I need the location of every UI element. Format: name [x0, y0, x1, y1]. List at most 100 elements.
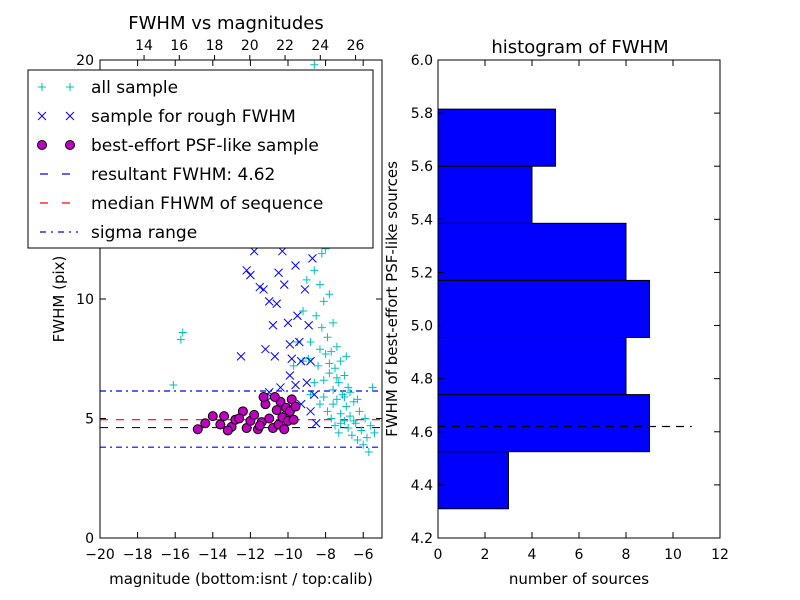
- scatter-point-0-81: [353, 395, 362, 404]
- scatter-top-tick-label: 26: [347, 38, 365, 54]
- scatter-point-0-39: [336, 409, 345, 418]
- scatter-point-2-26: [290, 401, 301, 412]
- legend-entry-5: sigma range: [40, 223, 197, 243]
- scatter-point-0-42: [340, 371, 349, 380]
- scatter-point-0-74: [329, 400, 338, 409]
- scatter-point-1-18: [296, 356, 306, 366]
- scatter-point-1-23: [304, 320, 314, 330]
- histogram-title: histogram of FWHM: [491, 37, 668, 58]
- histogram-y-label: FWHM of best-effort PSF-like sources: [383, 161, 401, 437]
- scatter-point-0-20: [319, 376, 328, 385]
- scatter-x-tick-label: −14: [198, 547, 228, 563]
- scatter-point-0-25: [323, 333, 332, 342]
- scatter-point-0-69: [306, 338, 315, 347]
- scatter-point-0-55: [362, 433, 371, 442]
- scatter-point-2-31: [254, 420, 265, 431]
- histogram-x-tick-label: 8: [622, 547, 631, 563]
- scatter-point-1-35: [236, 352, 246, 361]
- legend-label: sigma range: [91, 223, 197, 243]
- scatter-x-label: magnitude (bottom:isnt / top:calib): [109, 570, 373, 588]
- legend-entries: all sample sample for rough FWHM best-effo…: [37, 78, 323, 243]
- scatter-point-1-17: [294, 337, 304, 347]
- scatter-point-1-28: [311, 418, 321, 428]
- scatter-top-tick-label: 20: [241, 38, 259, 54]
- scatter-point-0-72: [319, 392, 328, 401]
- scatter-point-0-52: [357, 426, 366, 435]
- scatter-point-2-0: [192, 424, 203, 435]
- scatter-x-tick-label: −12: [236, 547, 266, 563]
- scatter-title: FWHM vs magnitudes: [128, 13, 323, 34]
- scatter-point-2-20: [279, 424, 290, 435]
- scatter-top-tick-label: 22: [276, 38, 294, 54]
- scatter-top-tick-label: 24: [311, 38, 329, 54]
- scatter-point-1-26: [308, 254, 317, 263]
- scatter-x-tick-label: −6: [353, 547, 374, 563]
- scatter-point-0-47: [347, 431, 356, 440]
- scatter-x-ticks: −20 −18 −16 −14 −12 −10 −8 −6: [85, 60, 374, 563]
- legend-entry-3: resultant FWHM: 4.62: [40, 165, 275, 185]
- scatter-point-2-30: [269, 391, 280, 402]
- scatter-point-1-16: [293, 311, 302, 321]
- scatter-point-2-27: [258, 391, 269, 402]
- legend-entry-4: median FHWM of sequence: [40, 194, 323, 214]
- histogram-bar-5: [437, 165, 533, 224]
- scatter-point-0-11: [310, 266, 319, 275]
- scatter-point-2-4: [219, 411, 230, 422]
- scatter-point-0-38: [336, 357, 345, 366]
- histogram-x-tick-label: 12: [711, 547, 729, 563]
- scatter-point-0-9: [306, 390, 315, 399]
- scatter-point-0-34: [332, 342, 341, 351]
- legend-label: resultant FWHM: 4.62: [91, 165, 275, 185]
- series-x: [236, 227, 321, 428]
- scatter-point-0-33: [331, 421, 339, 430]
- scatter-point-1-0: [242, 265, 251, 275]
- scatter-point-0-56: [364, 447, 373, 456]
- scatter-point-0-37: [334, 428, 343, 437]
- scatter-point-2-29: [222, 425, 233, 436]
- scatter-point-0-53: [359, 440, 368, 449]
- scatter-point-1-5: [268, 320, 278, 330]
- scatter-points: [169, 60, 379, 456]
- scatter-point-1-14: [291, 261, 300, 270]
- scatter-point-0-31: [329, 385, 338, 394]
- scatter-top-tick-label: 14: [135, 38, 153, 54]
- histogram-bar-3: [437, 279, 650, 339]
- legend-marker-swatch: [37, 111, 47, 121]
- scatter-y-tick-label: 0: [85, 531, 94, 547]
- scatter-point-0-79: [346, 388, 355, 397]
- scatter-point-1-11: [285, 340, 295, 349]
- scatter-point-0-60: [310, 60, 319, 69]
- scatter-point-1-1: [246, 270, 255, 280]
- scatter-point-0-76: [336, 419, 345, 428]
- histogram-bar-1: [437, 394, 650, 453]
- scatter-legend: all sample sample for rough FWHM best-effo…: [27, 69, 374, 249]
- scatter-top-ticks: 14 16 18 20 22 24 26: [135, 38, 365, 60]
- histogram-bars: [437, 108, 650, 510]
- scatter-point-2-3: [215, 419, 226, 430]
- histogram-y-tick-label: 4.6: [411, 425, 433, 441]
- legend-label: median FHWM of sequence: [91, 194, 323, 214]
- scatter-point-1-38: [249, 246, 259, 256]
- legend-marker-swatch: [66, 83, 74, 91]
- scatter-point-0-35: [332, 395, 341, 404]
- scatter-point-1-7: [274, 268, 283, 278]
- histogram-y-tick-label: 4.2: [411, 531, 433, 547]
- scatter-point-0-58: [368, 383, 377, 392]
- scatter-point-0-28: [327, 347, 336, 356]
- scatter-point-1-12: [287, 354, 297, 364]
- scatter-point-0-24: [323, 407, 332, 416]
- histogram-y-tick-label: 5.2: [411, 265, 433, 281]
- scatter-point-0-4: [293, 338, 302, 347]
- scatter-point-0-51: [355, 407, 364, 416]
- scatter-point-1-32: [276, 383, 285, 392]
- scatter-point-0-46: [346, 412, 355, 421]
- histogram-y-tick-label: 4.8: [411, 372, 433, 388]
- scatter-point-0-32: [331, 364, 339, 373]
- legend-marker-swatch: [37, 140, 47, 150]
- scatter-point-1-6: [272, 299, 282, 309]
- scatter-top-tick-label: 16: [170, 38, 188, 54]
- series-circle: [192, 391, 301, 436]
- scatter-point-0-12: [312, 311, 321, 320]
- histogram-y-tick-label: 6.0: [411, 53, 433, 69]
